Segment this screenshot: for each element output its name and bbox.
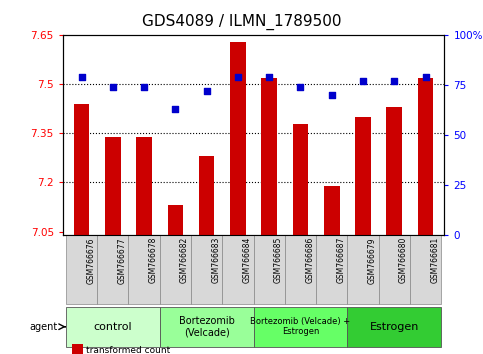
Bar — [222, 235, 254, 304]
Bar — [128, 235, 160, 304]
Text: agent: agent — [30, 322, 58, 332]
Bar — [285, 235, 316, 304]
Bar — [66, 235, 97, 304]
Text: Estrogen: Estrogen — [369, 322, 419, 332]
Bar — [324, 186, 340, 235]
Text: GSM766680: GSM766680 — [399, 237, 408, 284]
Point — [109, 84, 117, 90]
Point — [140, 84, 148, 90]
Point — [359, 79, 367, 84]
Text: Bortezomib (Velcade) +
Estrogen: Bortezomib (Velcade) + Estrogen — [250, 317, 351, 336]
Bar — [386, 107, 402, 235]
Point — [422, 74, 429, 80]
Point — [297, 84, 304, 90]
Point — [265, 74, 273, 80]
Bar — [418, 78, 433, 235]
Bar — [316, 235, 347, 304]
Point — [203, 88, 211, 94]
Bar — [355, 117, 371, 235]
Text: GSM766679: GSM766679 — [368, 237, 377, 284]
Bar — [160, 235, 191, 304]
Text: GSM766685: GSM766685 — [274, 237, 283, 284]
Point — [328, 92, 336, 98]
Bar — [379, 235, 410, 304]
Bar — [66, 307, 160, 347]
Bar — [160, 307, 254, 347]
Text: GSM766678: GSM766678 — [149, 237, 158, 284]
Text: GSM766682: GSM766682 — [180, 237, 189, 283]
Text: GSM766686: GSM766686 — [305, 237, 314, 284]
Bar — [191, 235, 222, 304]
Bar — [261, 78, 277, 235]
Text: GSM766677: GSM766677 — [117, 237, 127, 284]
Text: GSM766684: GSM766684 — [242, 237, 252, 284]
Bar — [230, 42, 246, 235]
Bar — [74, 104, 89, 235]
Text: GDS4089 / ILMN_1789500: GDS4089 / ILMN_1789500 — [142, 14, 341, 30]
Text: GSM766676: GSM766676 — [86, 237, 95, 284]
Bar — [97, 235, 128, 304]
Text: GSM766683: GSM766683 — [212, 237, 220, 284]
Bar — [293, 124, 308, 235]
Bar — [168, 205, 183, 235]
Bar — [254, 307, 347, 347]
Text: GSM766681: GSM766681 — [430, 237, 439, 283]
Bar — [347, 307, 441, 347]
Bar — [254, 235, 285, 304]
Bar — [347, 235, 379, 304]
Bar — [199, 156, 214, 235]
Text: Bortezomib
(Velcade): Bortezomib (Velcade) — [179, 316, 235, 337]
Text: GSM766687: GSM766687 — [337, 237, 345, 284]
Point — [171, 106, 179, 112]
Text: control: control — [94, 322, 132, 332]
Bar — [410, 235, 441, 304]
Bar — [105, 137, 121, 235]
Point — [78, 74, 85, 80]
Bar — [136, 137, 152, 235]
Point — [390, 79, 398, 84]
Point — [234, 74, 242, 80]
Text: transformed count: transformed count — [86, 346, 170, 354]
